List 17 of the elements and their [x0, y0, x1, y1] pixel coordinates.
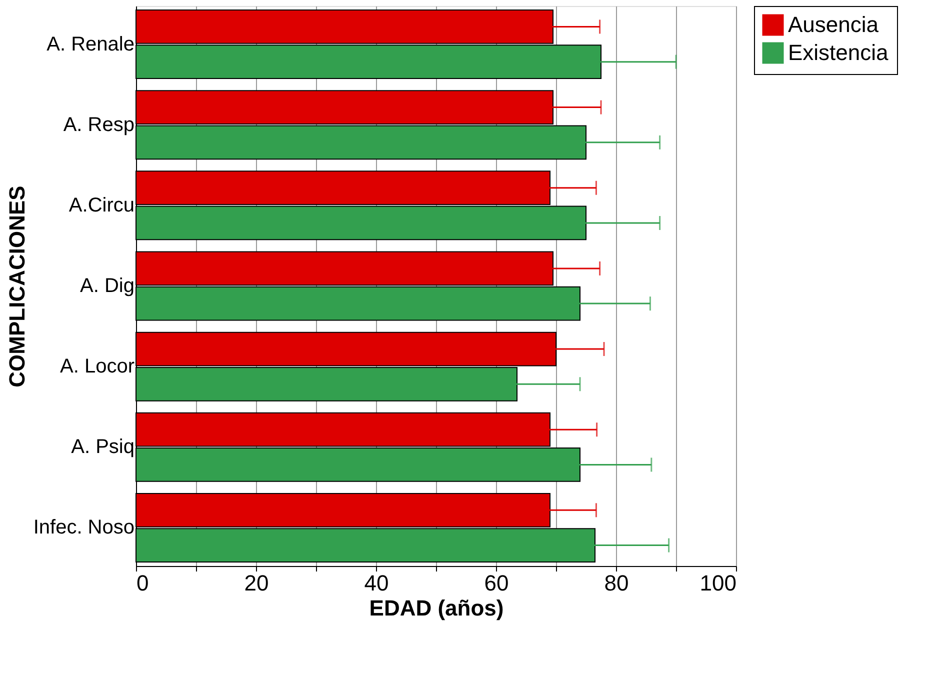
y-tick-label: A. Psiq	[71, 436, 134, 458]
y-tick-label: A. Renale	[46, 33, 134, 56]
y-tick-label: A.Circu	[68, 194, 134, 216]
y-tick-label: A. Dig	[80, 275, 134, 297]
y-tick-label: A. Resp	[63, 114, 134, 136]
y-tick-label: A. Locor	[60, 356, 135, 378]
legend-label: Existencia	[788, 40, 890, 65]
x-tick-label: 100	[700, 570, 736, 596]
x-tick-label: 0	[136, 570, 149, 596]
x-tick-label: 60	[484, 570, 509, 596]
x-axis-title: EDAD (años)	[369, 596, 504, 620]
x-tick-label: 80	[604, 570, 629, 596]
x-tick-label: 20	[244, 570, 269, 596]
legend-label: Ausencia	[788, 12, 880, 37]
y-tick-label: Infec. Noso	[33, 516, 134, 539]
x-tick-label: 40	[364, 570, 389, 596]
y-axis-title: COMPLICACIONES	[4, 186, 30, 388]
